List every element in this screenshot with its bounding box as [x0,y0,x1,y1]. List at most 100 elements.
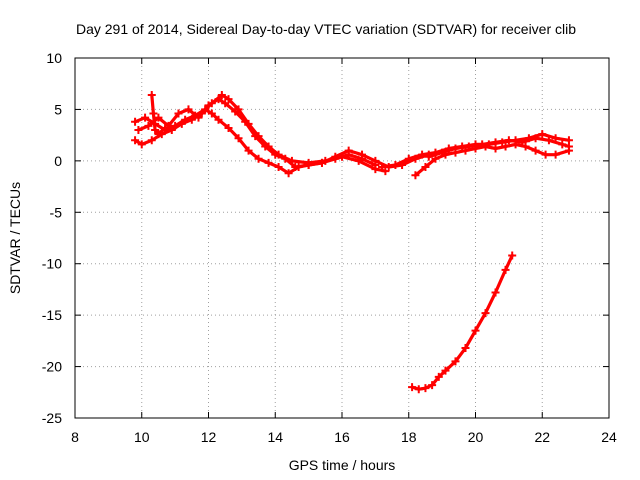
data-point [147,136,156,145]
data-point [149,109,158,118]
data-point [147,91,156,100]
data-point [281,154,290,163]
data-point [251,132,260,141]
x-tick-labels: 8 10 12 14 16 18 20 22 24 [71,429,617,445]
data-point [234,134,243,143]
y-tick-label: -15 [42,307,62,323]
data-point [154,113,163,122]
x-tick-label: 16 [334,429,350,445]
series-trace-h [410,253,514,391]
data-point [331,152,340,161]
data-point [508,251,517,260]
data-point [174,109,183,118]
x-tick-label: 8 [71,429,79,445]
data-series [131,91,573,394]
data-point [478,140,487,149]
data-point [161,123,170,132]
data-point [144,121,153,130]
data-point [391,160,400,169]
data-point [471,326,480,335]
series-trace-f [413,142,571,177]
data-point [424,152,433,161]
x-tick-label: 20 [468,429,484,445]
data-point [491,138,500,147]
data-point [451,357,460,366]
data-point [217,91,226,100]
y-tick-label: -10 [42,256,62,272]
data-point [381,167,390,176]
data-point [438,148,447,157]
data-point [134,126,143,134]
data-point [231,107,240,116]
data-point [371,156,380,165]
data-point [204,101,213,110]
y-tick-label: 0 [54,153,62,169]
data-point [464,142,473,151]
data-point [541,150,550,159]
data-point [521,142,530,151]
data-point [491,288,500,297]
data-point [271,150,280,159]
data-point [501,265,510,274]
x-tick-label: 22 [534,429,550,445]
data-point [131,136,140,145]
data-point [481,309,490,318]
x-axis-label: GPS time / hours [289,457,396,473]
y-tick-label: -25 [42,410,62,426]
data-point [358,150,367,159]
data-point [531,146,540,155]
x-tick-label: 12 [201,429,217,445]
data-point [558,140,567,149]
plot-frame [74,57,610,419]
data-point [531,134,540,143]
data-point [501,142,510,151]
data-point [214,95,223,104]
data-point [538,130,547,139]
data-point [244,146,253,155]
data-point [221,99,230,108]
x-tick-label: 14 [267,429,283,445]
data-point [551,150,560,159]
x-tick-label: 10 [134,429,150,445]
data-point [194,113,203,122]
data-point [264,158,273,167]
y-tick-label: -5 [50,204,63,220]
data-point [518,138,527,147]
data-point [141,113,150,122]
data-point [224,95,233,104]
x-tick-label: 24 [601,429,617,445]
data-point [291,163,300,172]
chart-title: Day 291 of 2014, Sidereal Day-to-day VTE… [76,21,576,37]
y-axis-label: SDTVAR / TECUs [7,182,23,294]
data-point [428,381,437,390]
data-point [504,136,513,145]
data-point [151,126,160,134]
data-point [441,366,450,375]
data-point [181,115,190,124]
data-point [171,121,180,130]
data-point [207,109,216,118]
data-point [421,163,430,172]
x-tick-label: 18 [401,429,417,445]
data-point [344,146,353,155]
data-point [214,115,223,124]
data-point [131,117,140,126]
data-point [378,163,387,172]
y-tick-label: -20 [42,359,62,375]
data-point [421,384,430,393]
grid-lines [75,58,609,418]
data-point [564,142,573,151]
data-point [304,160,313,169]
data-point [461,344,470,353]
data-point [411,171,420,180]
data-point [284,169,293,178]
data-point [408,383,417,392]
data-point [184,105,193,114]
data-point [434,372,443,381]
data-point [404,154,413,163]
data-point [414,385,423,394]
y-tick-label: 5 [54,101,62,117]
data-point [451,144,460,153]
data-point [261,142,270,151]
